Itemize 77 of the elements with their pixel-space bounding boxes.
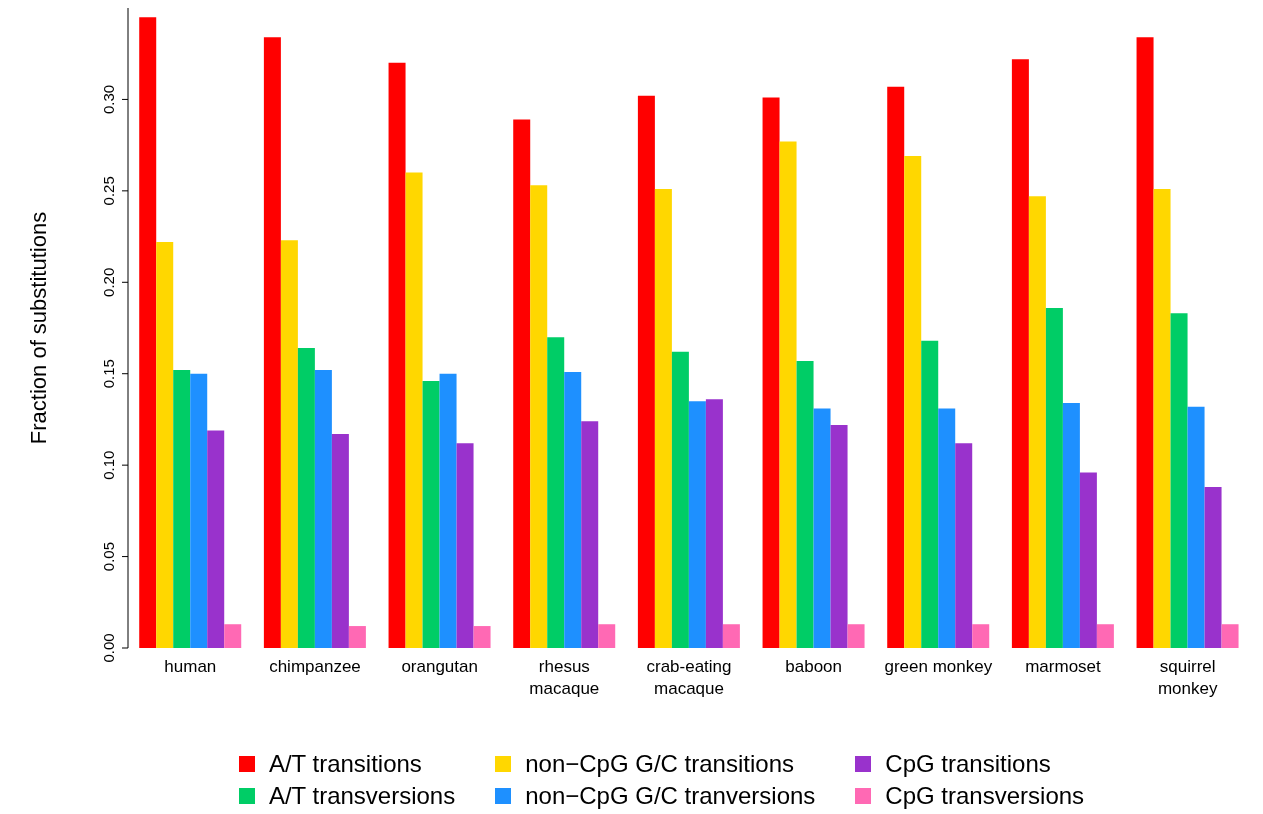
- bar: [1028, 196, 1046, 648]
- y-tick-label: 0.00: [100, 633, 117, 663]
- bar: [887, 86, 905, 648]
- bar: [263, 37, 281, 648]
- bar: [405, 172, 423, 648]
- x-tick-label: crab-eating macaque: [646, 657, 732, 698]
- y-tick-label: 0.15: [100, 359, 117, 389]
- bar: [190, 373, 208, 648]
- bar: [1045, 307, 1063, 648]
- bar: [207, 430, 225, 648]
- bar: [796, 360, 814, 648]
- bar: [530, 185, 548, 648]
- bar: [705, 399, 723, 648]
- bar: [1062, 402, 1080, 648]
- x-tick-label: chimpanzee: [269, 657, 361, 676]
- bar: [1204, 487, 1222, 648]
- bar: [762, 97, 780, 648]
- bar: [830, 424, 848, 648]
- bar: [1136, 37, 1154, 648]
- bar: [139, 17, 157, 648]
- bar: [1096, 624, 1114, 648]
- bar: [581, 421, 599, 648]
- bar: [654, 189, 672, 648]
- bar: [904, 156, 922, 648]
- bar: [637, 95, 655, 648]
- bar: [422, 381, 440, 648]
- bar: [813, 408, 831, 648]
- bar: [513, 119, 531, 648]
- y-axis-title: Fraction of substitutions: [25, 211, 51, 445]
- bar: [598, 624, 616, 648]
- bar: [456, 443, 474, 648]
- bar: [331, 434, 349, 648]
- bar: [564, 371, 582, 648]
- bar: [388, 62, 406, 648]
- y-tick-label: 0.20: [100, 267, 117, 297]
- x-tick-label: rhesus macaque: [529, 657, 600, 698]
- x-tick-label: orangutan: [401, 657, 478, 676]
- bar: [1170, 313, 1188, 648]
- y-tick-label: 0.25: [100, 176, 117, 206]
- bar: [173, 370, 191, 648]
- bar: [224, 624, 242, 648]
- legend-label: non−CpG G/C tranversions: [525, 782, 816, 810]
- y-tick-label: 0.10: [100, 450, 117, 480]
- legend-label: A/T transversions: [268, 782, 456, 810]
- bar: [1221, 624, 1239, 648]
- bar: [1011, 59, 1029, 648]
- y-tick-label: 0.05: [100, 541, 117, 572]
- bar: [314, 370, 332, 648]
- bar: [348, 626, 366, 648]
- bar: [156, 242, 174, 648]
- bar: [921, 340, 939, 648]
- x-tick-label: marmoset: [1025, 657, 1102, 676]
- legend-label: CpG transversions: [885, 782, 1085, 810]
- bar: [972, 624, 990, 648]
- bar: [1187, 406, 1205, 648]
- x-tick-label: baboon: [785, 657, 843, 676]
- legend-label: A/T transitions: [268, 750, 422, 778]
- bar: [547, 337, 565, 648]
- bar: [473, 626, 491, 648]
- bar: [938, 408, 956, 648]
- legend-label: non−CpG G/C transitions: [525, 750, 794, 778]
- bar: [779, 141, 797, 648]
- bar: [1079, 472, 1097, 648]
- bar: [847, 624, 865, 648]
- bar: [297, 348, 315, 648]
- legend-label: CpG transitions: [885, 750, 1051, 778]
- bar: [722, 624, 740, 648]
- bar: [439, 373, 457, 648]
- bar: [1153, 189, 1171, 648]
- y-tick-label: 0.30: [100, 84, 117, 115]
- bar: [688, 401, 706, 648]
- x-tick-label: green monkey: [884, 657, 993, 676]
- x-tick-label: squirrel monkey: [1157, 657, 1218, 698]
- x-tick-label: human: [164, 657, 217, 676]
- bar: [280, 240, 298, 648]
- bar: [671, 351, 689, 648]
- bar: [955, 443, 973, 648]
